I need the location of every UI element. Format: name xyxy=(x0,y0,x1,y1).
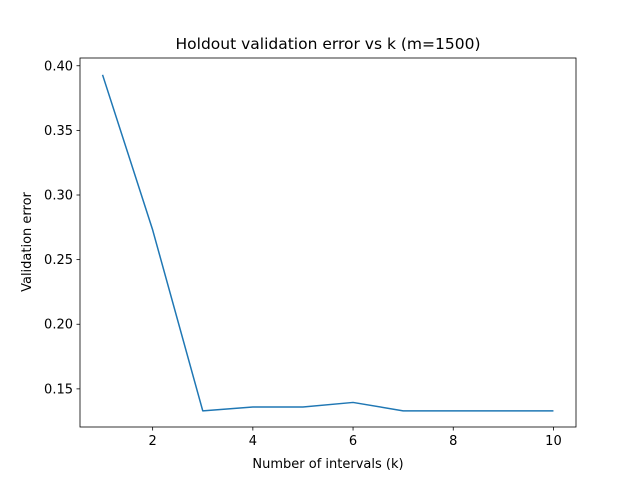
x-axis-label: Number of intervals (k) xyxy=(252,457,403,472)
chart-title: Holdout validation error vs k (m=1500) xyxy=(176,35,481,53)
x-tick-label: 2 xyxy=(149,434,157,449)
y-tick-label: 0.25 xyxy=(44,253,73,268)
y-tick-label: 0.35 xyxy=(44,124,73,139)
x-tick-label: 8 xyxy=(449,434,457,449)
plot-frame xyxy=(79,57,577,428)
series-line-0 xyxy=(101,74,554,412)
y-tick-label: 0.20 xyxy=(44,318,73,333)
y-tick-label: 0.40 xyxy=(44,59,73,74)
y-axis-label: Validation error xyxy=(20,191,35,291)
x-tick-label: 4 xyxy=(249,434,257,449)
x-tick-label: 10 xyxy=(545,434,562,449)
y-tick-label: 0.30 xyxy=(44,189,73,204)
y-tick-label: 0.15 xyxy=(44,382,73,397)
x-tick-label: 6 xyxy=(349,434,357,449)
plot-area: 2 4 6 8 10 0.15 0.20 0.25 0.30 0.35 0.40 xyxy=(44,57,577,449)
